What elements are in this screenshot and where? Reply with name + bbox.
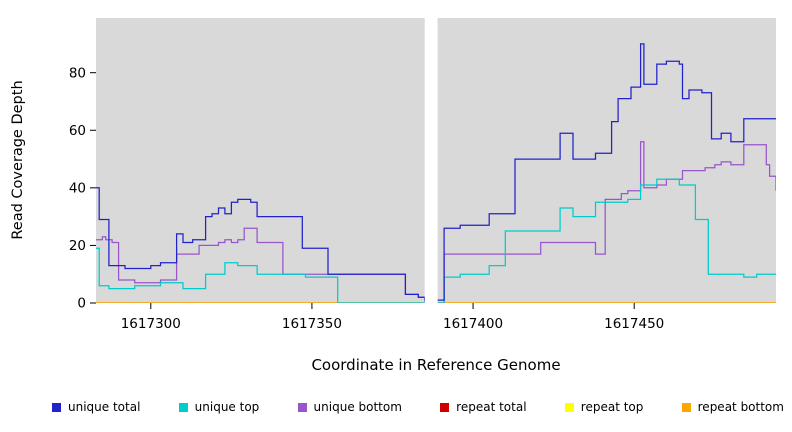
legend-label: unique top bbox=[194, 400, 260, 414]
legend-swatch-icon bbox=[52, 402, 61, 412]
legend-item-repeat-bottom: repeat bottom bbox=[681, 400, 784, 414]
y-tick-label: 40 bbox=[69, 181, 86, 197]
legend-item-unique-top: unique top bbox=[178, 400, 260, 414]
x-axis-title: Coordinate in Reference Genome bbox=[311, 356, 561, 374]
x-tick-label: 1617300 bbox=[121, 316, 181, 332]
legend: unique total unique top unique bottom repea… bbox=[52, 400, 784, 414]
y-tick-label: 80 bbox=[69, 65, 86, 81]
masked-region bbox=[424, 18, 438, 303]
legend-item-repeat-total: repeat total bbox=[440, 400, 527, 414]
legend-swatch-icon bbox=[681, 402, 691, 412]
legend-label: unique total bbox=[68, 400, 141, 414]
x-tick-label: 1617400 bbox=[443, 316, 503, 332]
legend-swatch-icon bbox=[440, 402, 450, 412]
series-line-unique-total bbox=[96, 43, 776, 301]
legend-item-repeat-top: repeat top bbox=[564, 400, 644, 414]
legend-label: unique bottom bbox=[313, 400, 402, 414]
chart-svg: 0 20 40 60 80 1617300 1617350 1617400 1617450 bbox=[69, 18, 776, 332]
series-line-unique-top bbox=[96, 178, 776, 303]
legend-item-unique-bottom: unique bottom bbox=[297, 400, 402, 414]
x-tick-label: 1617450 bbox=[604, 316, 664, 332]
legend-label: repeat top bbox=[580, 400, 644, 414]
legend-swatch-icon bbox=[564, 402, 574, 412]
y-tick-label: 60 bbox=[69, 123, 86, 139]
legend-label: repeat total bbox=[456, 400, 527, 414]
legend-swatch-icon bbox=[178, 402, 188, 412]
legend-swatch-icon bbox=[297, 402, 307, 412]
legend-label: repeat bottom bbox=[697, 400, 784, 414]
y-tick-label: 20 bbox=[69, 238, 86, 254]
legend-item-unique-total: unique total bbox=[52, 400, 140, 414]
x-tick-label: 1617350 bbox=[282, 316, 342, 332]
y-tick-label: 0 bbox=[77, 296, 86, 312]
